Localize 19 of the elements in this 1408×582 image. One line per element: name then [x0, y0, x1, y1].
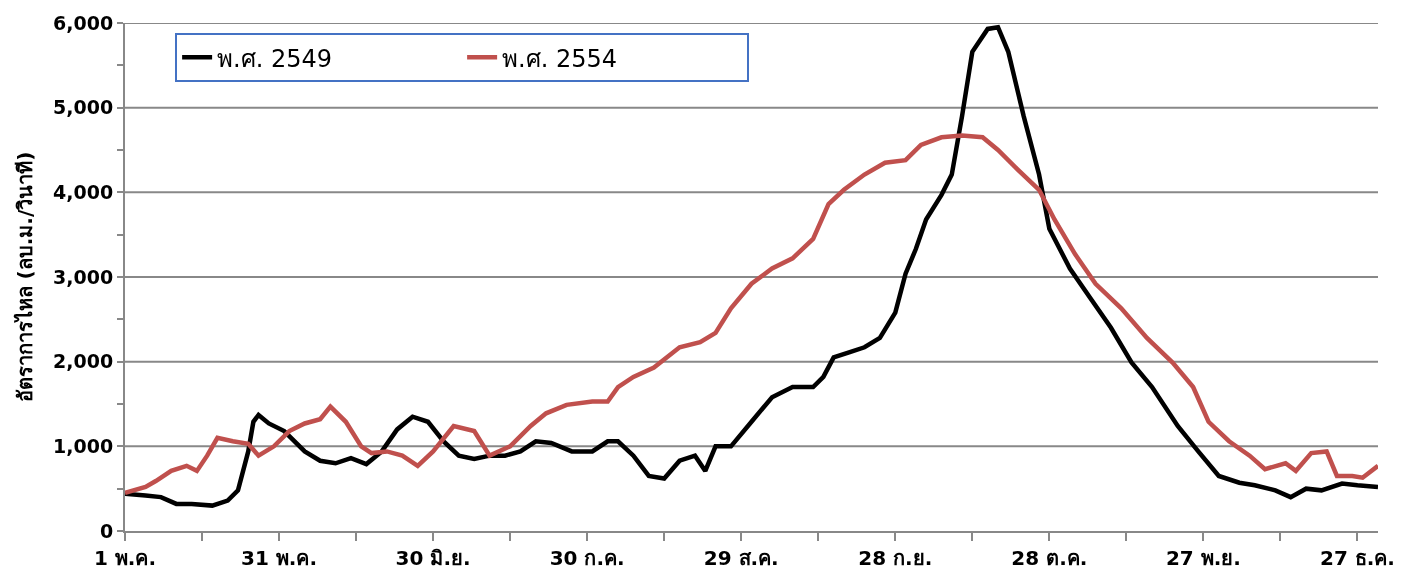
- x-tick-label: 30 ก.ค.: [549, 546, 625, 570]
- y-tick-label: 5,000: [53, 96, 114, 119]
- x-tick-label: 30 มิ.ย.: [395, 546, 471, 570]
- x-tick-label: 29 ส.ค.: [703, 546, 779, 570]
- x-tick-label: 27 พ.ย.: [1165, 546, 1241, 570]
- x-tick-label: 28 ต.ค.: [1011, 546, 1088, 570]
- x-tick-label: 1 พ.ค.: [93, 546, 157, 570]
- y-axis-title: อัตราการไหล (ลบ.ม./วินาที): [13, 151, 38, 403]
- y-tick-label: 6,000: [53, 11, 114, 34]
- y-tick-label: 2,000: [53, 350, 114, 373]
- y-tick-label: 1,000: [53, 434, 114, 457]
- legend-label: พ.ศ. 2554: [502, 44, 618, 73]
- y-tick-label: 4,000: [53, 180, 114, 203]
- y-tick-label: 0: [99, 519, 114, 542]
- y-tick-label: 3,000: [53, 265, 114, 288]
- x-tick-label: 28 ก.ย.: [858, 546, 933, 570]
- legend-label: พ.ศ. 2549: [217, 44, 333, 73]
- x-tick-label: 31 พ.ค.: [241, 546, 318, 570]
- x-tick-label: 27 ธ.ค.: [1319, 546, 1395, 570]
